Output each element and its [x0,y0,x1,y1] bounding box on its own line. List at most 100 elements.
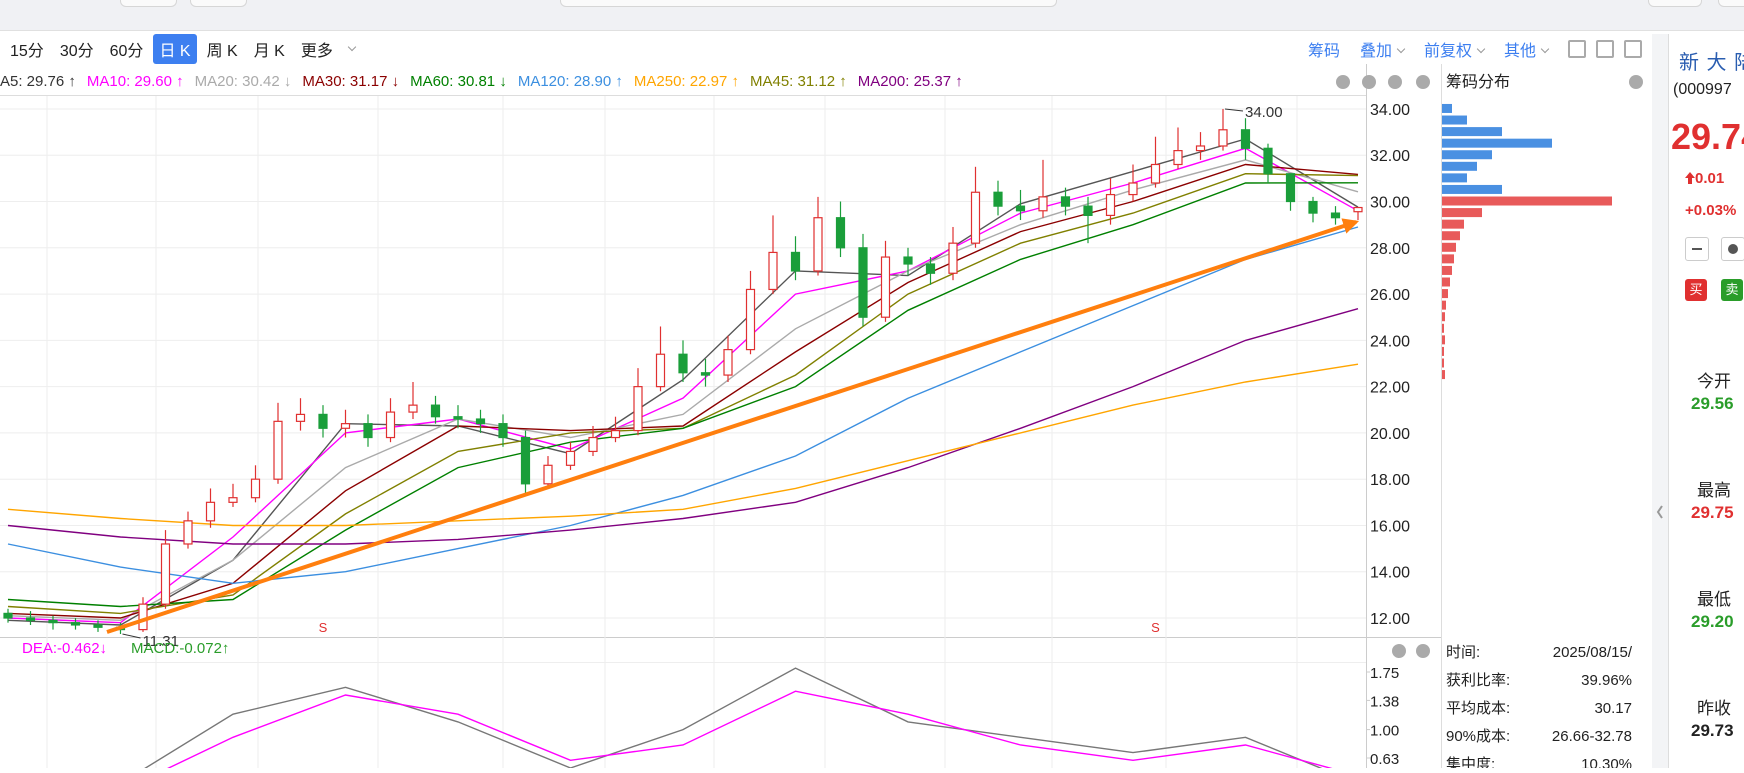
info-value: 10.30% [1581,756,1632,768]
candle-body [1308,200,1318,214]
trend-line[interactable] [106,218,1360,634]
period-tab[interactable]: 15分 [10,43,44,60]
tool-label: 其他 [1503,43,1536,60]
tool-item[interactable]: 叠加 [1360,37,1406,61]
candle-body [250,478,261,499]
chip-bar [1442,138,1552,148]
candle-body [93,624,103,628]
candle-body [1353,206,1363,213]
macd-legend-item: DEA:-0.462↓ [22,640,108,657]
period-tab[interactable]: 更多 [300,43,333,60]
minus-button[interactable] [1685,237,1709,261]
candle-body [25,617,36,621]
y-tick-label: 28.00 [1370,241,1410,258]
signal-marker: S [319,620,328,635]
period-tab[interactable]: 日 K [153,34,197,64]
candle-body [723,349,733,376]
annotation-arrow [122,633,141,639]
candle-body [228,497,238,503]
period-tab[interactable]: 月 K [253,43,285,60]
stat-label: 最低 [1697,590,1731,609]
macd-line [144,667,1323,768]
period-tab[interactable]: 30分 [59,43,94,60]
chip-bar [1442,277,1450,287]
ma-legend-item: MA200: 25.37 ↑ [857,72,963,90]
ma-legend-item: MA10: 29.60 ↑ [86,72,184,90]
tool-label: 前复权 [1423,43,1472,60]
y-tick-label: 1.38 [1370,693,1399,710]
ma-legend-item: MA30: 31.17 ↓ [302,72,400,90]
candle-body [363,423,373,439]
info-value: 26.66-32.78 [1552,728,1632,745]
chip-bar [1442,103,1452,113]
y-tick-label: 12.00 [1370,611,1410,628]
ma-legend-item: MA20: 30.42 ↓ [194,72,292,90]
tool-icons[interactable] [1568,40,1642,58]
candle-body [1173,150,1183,166]
tool-item[interactable]: 其他 [1503,37,1550,61]
annotation-arrow [1224,108,1244,112]
panel-icons[interactable] [1336,75,1643,658]
candle-body [520,436,531,485]
candle-body [835,217,846,249]
stat-label: 最高 [1697,481,1731,500]
candle-body [790,251,801,272]
y-tick-label: 14.00 [1370,565,1410,582]
chip-bar [1442,196,1612,206]
icon [1624,40,1642,58]
tool-item[interactable]: 前复权 [1423,37,1486,61]
chip-bar [1442,254,1454,264]
period-tab[interactable]: 周 K [206,43,238,60]
signal-marker: S [1151,620,1160,635]
candle-body [183,520,193,545]
chips-title: 筹码分布 [1446,73,1510,91]
candle-body [1240,129,1251,149]
ma-line [7,163,1359,619]
candle-body [678,353,688,374]
sell-button[interactable]: 卖 [1721,279,1743,301]
chip-bar [1442,358,1444,368]
candle-body [1330,212,1341,219]
chip-bar [1442,219,1464,229]
info-label: 获利比率: [1446,672,1510,689]
y-tick-label: 34.00 [1370,102,1410,119]
candle-body [768,251,778,291]
stock-code: (000997 [1673,81,1732,98]
candle-body [1128,182,1138,196]
alert-button[interactable] [1721,237,1744,261]
y-tick-label: 26.00 [1370,287,1410,304]
stat-value: 29.73 [1691,721,1734,740]
candle-body [1015,205,1026,212]
collapse-bar[interactable] [1652,34,1668,768]
info-label: 平均成本: [1446,700,1510,717]
tool-item[interactable]: 筹码 [1308,37,1340,61]
candle-body [1105,193,1116,216]
candle-body [160,543,171,605]
stat-value: 29.56 [1691,394,1734,413]
legend-bg [0,64,1366,96]
ma-legend-item: A5: 29.76 ↑ [0,72,76,90]
buy-button[interactable]: 买 [1685,279,1707,301]
candle-body [408,404,418,413]
chip-bar [1442,265,1452,275]
candle-body [1218,129,1228,147]
macd-legend: DEA:-0.462↓ MACD:-0.072↑ [22,640,229,657]
stat-label: 昨收 [1697,699,1731,718]
candle-body [295,413,306,422]
candle-body [993,191,1003,207]
y-tick-label: 22.00 [1370,380,1410,397]
chip-bar [1442,115,1467,125]
candle-body [880,256,891,318]
period-tab[interactable]: 60分 [109,43,144,60]
y-tick-label: 1.00 [1370,723,1399,740]
chip-bar [1442,150,1492,160]
ma-legend-item: MA120: 28.90 ↑ [517,72,623,90]
y-tick-label: 32.00 [1370,148,1410,165]
y-tick-label: 18.00 [1370,472,1410,489]
candle-body [138,603,148,631]
chip-bar [1442,335,1445,345]
chip-bar [1442,127,1502,137]
chip-bar [1442,161,1477,171]
ma-legend: A5: 29.76 ↑ MA10: 29.60 ↑ MA20: 30.42 ↓ MA3… [0,69,963,93]
